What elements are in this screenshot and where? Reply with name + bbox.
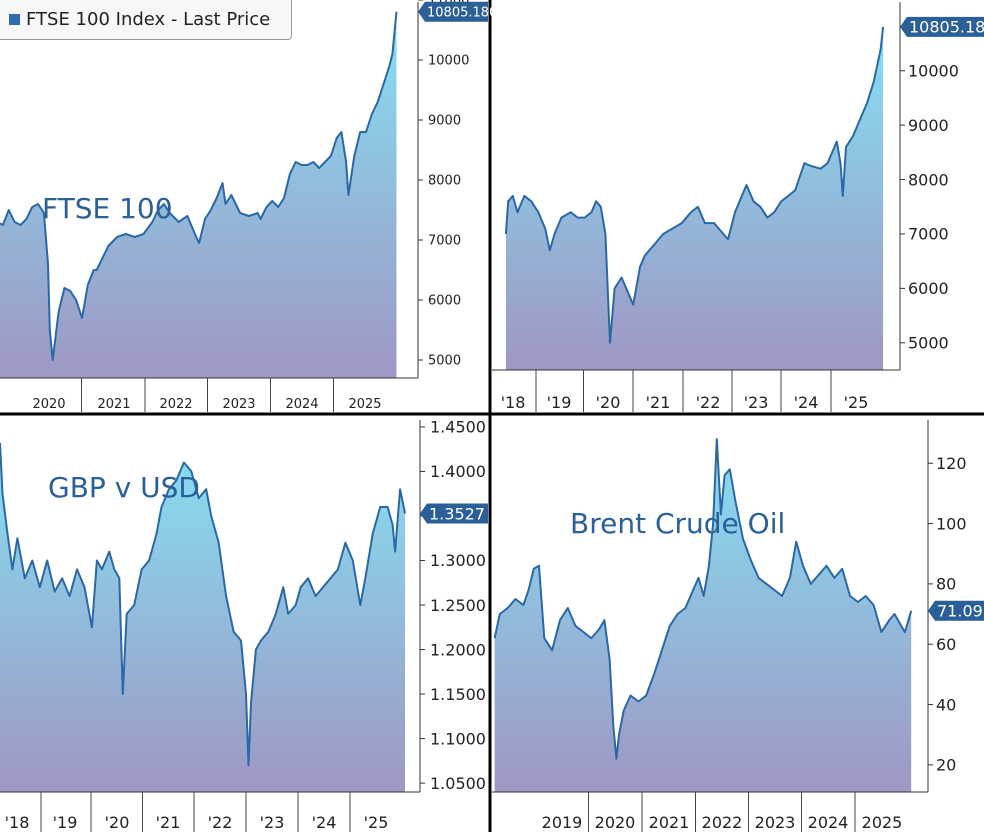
- y-tick-label: 6000: [908, 279, 949, 298]
- x-tick-label: '24: [312, 813, 337, 832]
- y-tick-label: 1.4500: [430, 418, 486, 437]
- legend-label: FTSE 100 Index - Last Price: [26, 9, 271, 30]
- x-tick-label: 2023: [755, 813, 796, 832]
- x-tick-label: '23: [260, 813, 285, 832]
- area-fill: [0, 11, 397, 378]
- y-tick-label: 1.2500: [430, 596, 486, 615]
- x-tick-label: '21: [156, 813, 181, 832]
- x-tick-label: '19: [547, 393, 572, 412]
- last-price-tag: 10805.18: [900, 16, 984, 37]
- x-tick-label: 2022: [702, 813, 743, 832]
- legend-swatch: [9, 14, 20, 25]
- y-tick-label: 1.2000: [430, 640, 486, 659]
- last-price-label: 71.09: [937, 602, 983, 621]
- x-tick-label: 2025: [862, 813, 903, 832]
- x-tick-label: 2022: [159, 397, 192, 412]
- y-tick-label: 60: [936, 635, 956, 654]
- x-tick-label: '23: [744, 393, 769, 412]
- y-tick-label: 1.0500: [430, 774, 486, 793]
- y-tick-label: 20: [936, 756, 956, 775]
- x-tick-label: '18: [5, 813, 30, 832]
- y-tick-label: 8000: [908, 170, 949, 189]
- chart-panel-brent: 20 40 60 80 100 120 2019 2020 2021 2022 2023 2024 20…: [492, 420, 984, 832]
- chart-title: Brent Crude Oil: [570, 507, 785, 540]
- x-tick-label: '22: [696, 393, 721, 412]
- last-price-tag: 1.3527: [420, 503, 488, 524]
- chart-title: FTSE 100: [42, 192, 173, 225]
- chart-legend: FTSE 100 Index - Last Price: [0, 0, 292, 40]
- y-tick-label: 40: [936, 695, 956, 714]
- y-tick-label: 1.4000: [430, 462, 486, 481]
- x-tick-label: 2020: [595, 813, 636, 832]
- y-tick-label: 8000: [428, 174, 461, 189]
- chart-panel-ftse-weekly: 5000600070008000900010000110002020202120…: [0, 0, 497, 412]
- x-tick-label: '24: [794, 393, 819, 412]
- y-tick-label: 100: [936, 514, 967, 533]
- x-tick-label: 2025: [348, 397, 381, 412]
- y-tick-label: 7000: [428, 234, 461, 249]
- series-line: [0, 442, 406, 767]
- y-tick-label: 80: [936, 575, 956, 594]
- y-tick-label: 5000: [428, 354, 461, 369]
- x-tick-label: '25: [364, 813, 389, 832]
- series-line: [504, 26, 885, 344]
- area-fill: [494, 439, 912, 792]
- last-price-tag: 10805.180: [418, 1, 497, 22]
- y-tick-label: 5000: [908, 334, 949, 353]
- area-fill: [0, 442, 405, 792]
- y-tick-label: 10000: [428, 54, 469, 69]
- x-tick-label: 2024: [285, 397, 318, 412]
- x-tick-label: 2021: [97, 397, 130, 412]
- y-tick-label: 120: [936, 454, 967, 473]
- y-tick-label: 1.1500: [430, 685, 486, 704]
- x-tick-label: '21: [646, 393, 671, 412]
- x-tick-label: '19: [53, 813, 78, 832]
- y-tick-label: 1.3000: [430, 551, 486, 570]
- x-tick-label: '25: [844, 393, 869, 412]
- area-fill: [505, 26, 884, 371]
- x-tick-label: 2024: [808, 813, 849, 832]
- series-line: [493, 438, 913, 760]
- y-tick-label: 10000: [908, 61, 959, 80]
- chart-title: GBP v USD: [48, 471, 200, 504]
- x-tick-label: 2023: [222, 397, 255, 412]
- x-tick-label: '20: [596, 393, 621, 412]
- x-tick-label: 2021: [649, 813, 690, 832]
- x-tick-label: '22: [208, 813, 233, 832]
- x-tick-label: 2019: [542, 813, 583, 832]
- last-price-label: 10805.180: [427, 5, 497, 20]
- x-tick-label: '18: [501, 393, 526, 412]
- chart-panel-gbpusd: 1.0500 1.1000 1.1500 1.2000 1.2500 1.3000 1.35…: [0, 418, 488, 832]
- last-price-label: 1.3527: [429, 504, 485, 523]
- last-price-label: 10805.18: [909, 18, 984, 37]
- y-tick-label: 6000: [428, 294, 461, 309]
- series-line: [0, 11, 398, 361]
- y-tick-label: 9000: [428, 114, 461, 129]
- chart-panel-ftse-long: 5000 6000 7000 8000 9000 10000 '18 '19 '20 '21 '22…: [492, 2, 984, 412]
- x-tick-label: 2020: [32, 397, 65, 412]
- last-price-tag: 71.09: [928, 600, 984, 621]
- x-tick-label: '20: [105, 813, 130, 832]
- y-tick-label: 9000: [908, 116, 949, 135]
- y-tick-label: 7000: [908, 225, 949, 244]
- y-tick-label: 1.1000: [430, 729, 486, 748]
